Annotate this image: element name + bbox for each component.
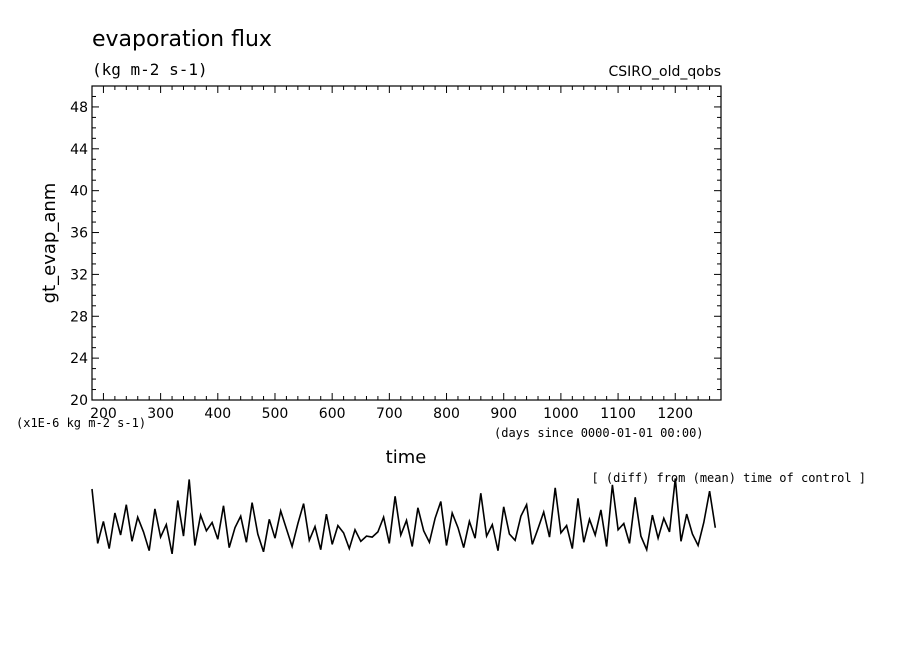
chart-units: (kg m-2 s-1) [92, 60, 208, 79]
y-tick-label: 36 [70, 226, 88, 242]
y-tick-label: 44 [70, 142, 88, 158]
y-tick-label: 40 [70, 184, 88, 200]
x-tick-label: 600 [319, 406, 346, 422]
dataset-label: CSIRO_old_qobs [608, 64, 721, 80]
x-axis-label: time [386, 447, 427, 468]
comparison-note: [ (diff) from (mean) time of control ] [591, 471, 866, 485]
x-tick-label: 1100 [600, 406, 636, 422]
x-tick-label: 400 [204, 406, 231, 422]
y-axis-label: gt_evap_anm [39, 183, 60, 304]
x-tick-label: 500 [262, 406, 289, 422]
plot-frame [91, 85, 722, 401]
x-tick-label: 1200 [657, 406, 693, 422]
y-tick-label: 48 [70, 100, 88, 116]
x-tick-label: 900 [490, 406, 517, 422]
y-tick-label: 20 [70, 393, 88, 409]
chart-title: evaporation flux [92, 27, 272, 52]
y-units-label: (x1E-6 kg m-2 s-1) [16, 416, 146, 430]
x-tick-label: 1000 [543, 406, 579, 422]
x-tick-label: 300 [147, 406, 174, 422]
x-tick-label: 700 [376, 406, 403, 422]
series-line [91, 478, 717, 555]
y-axis: 20 24 28 32 36 40 44 48 [70, 85, 721, 409]
x-units-label: (days since 0000-01-01 00:00) [494, 426, 704, 440]
x-axis: 200 300 400 500 600 700 800 900 1000 1100 1200 [90, 86, 722, 422]
x-tick-label: 800 [433, 406, 460, 422]
x-tick-label: 200 [90, 406, 117, 422]
y-tick-label: 24 [70, 351, 88, 367]
y-tick-label: 28 [70, 309, 88, 325]
y-tick-label: 32 [70, 267, 88, 283]
